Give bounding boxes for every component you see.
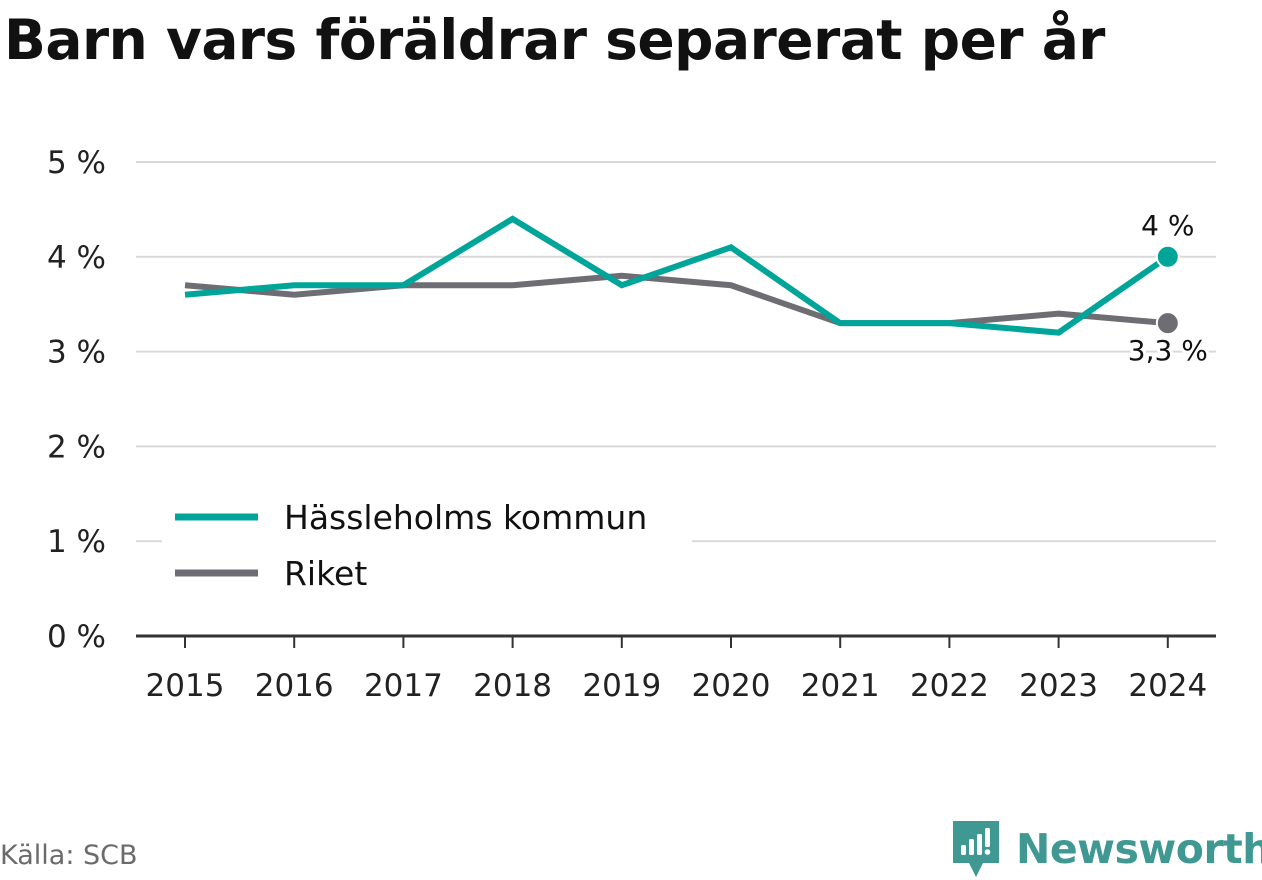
- legend-label: Hässleholms kommun: [284, 498, 647, 537]
- x-tick-label: 2021: [801, 668, 880, 704]
- y-tick-label: 5 %: [47, 145, 106, 181]
- brand-name: Newsworthy: [1016, 825, 1262, 873]
- source-note: Källa: SCB: [0, 840, 138, 871]
- data-point-riket: [1157, 312, 1179, 334]
- y-tick-label: 2 %: [47, 429, 106, 465]
- y-tick-label: 3 %: [47, 335, 106, 371]
- data-point-hassleholm: [1157, 246, 1179, 268]
- x-tick-label: 2015: [146, 668, 225, 704]
- x-tick-label: 2022: [910, 668, 989, 704]
- x-tick-label: 2017: [364, 668, 443, 704]
- x-tick-label: 2024: [1128, 668, 1207, 704]
- x-tick-label: 2020: [692, 668, 771, 704]
- y-tick-label: 0 %: [47, 619, 106, 655]
- y-tick-label: 4 %: [47, 240, 106, 276]
- y-tick-label: 1 %: [47, 524, 106, 560]
- legend-label: Riket: [284, 554, 367, 593]
- x-tick-label: 2023: [1019, 668, 1098, 704]
- end-value-label: 4 %: [1141, 209, 1194, 242]
- line-chart: 0 % 1 % 2 % 3 % 4 % 5 % 2015 2016 2017 2018 2019 20…: [0, 0, 1262, 800]
- x-tick-label: 2016: [255, 668, 334, 704]
- newsworthy-logo-icon: [950, 818, 1002, 880]
- end-value-label: 3,3 %: [1128, 334, 1208, 367]
- x-tick-label: 2019: [582, 668, 661, 704]
- brand-logo[interactable]: Newsworthy: [950, 818, 1262, 880]
- x-tick-label: 2018: [473, 668, 552, 704]
